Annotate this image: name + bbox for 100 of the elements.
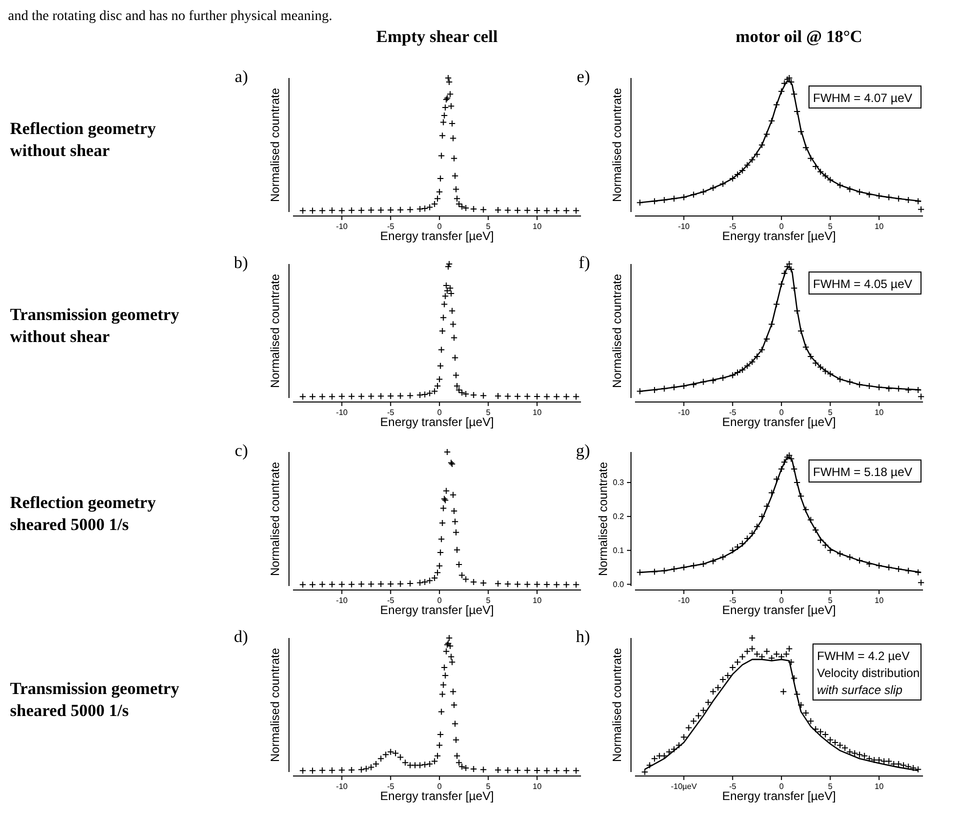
y-axis-title: Normalised countrate [596, 462, 610, 576]
point [790, 465, 798, 472]
point [729, 372, 736, 379]
point [377, 580, 384, 588]
point [421, 205, 428, 212]
point [856, 188, 864, 196]
point [885, 385, 892, 392]
chart-title: b) [234, 253, 248, 272]
point [442, 487, 450, 494]
point [514, 766, 522, 774]
point [504, 206, 512, 214]
point [377, 206, 384, 214]
point [729, 546, 736, 554]
x-tick-label: -10 [678, 408, 690, 417]
point [396, 392, 404, 400]
point [719, 554, 726, 561]
point [734, 369, 742, 376]
chart-title: a) [234, 67, 248, 86]
point [452, 186, 460, 193]
point [438, 708, 445, 716]
y-tick-label: 0.1 [612, 546, 625, 555]
x-tick-label: -10 [336, 408, 348, 417]
point [458, 572, 466, 579]
point [895, 195, 902, 202]
point [524, 206, 531, 214]
point [444, 448, 451, 456]
point [455, 386, 462, 394]
x-tick-label: -5 [729, 596, 737, 605]
point [450, 702, 458, 708]
point [543, 767, 550, 774]
x-tick-label: 10 [874, 596, 884, 605]
point [572, 207, 580, 214]
point [763, 336, 770, 343]
point [299, 207, 306, 214]
point [514, 392, 522, 400]
point [452, 172, 459, 180]
point [328, 766, 336, 774]
point [387, 206, 394, 214]
point [494, 392, 502, 400]
x-tick-label: -10 [336, 222, 348, 231]
point [470, 392, 478, 399]
point [442, 672, 449, 680]
y-axis-title: Normalised countrate [610, 88, 624, 202]
point [773, 476, 780, 483]
x-tick-label: 10 [532, 596, 542, 605]
point [440, 314, 447, 322]
point [514, 206, 522, 214]
point [452, 720, 459, 728]
x-tick-label: -5 [729, 782, 737, 791]
point [763, 130, 770, 138]
point [412, 762, 419, 769]
chart-subtitle: Empty shear cell [376, 27, 498, 46]
point [480, 392, 487, 400]
point [768, 489, 776, 496]
x-tick-label: -5 [387, 596, 395, 605]
point [318, 766, 326, 774]
point [524, 766, 531, 774]
point [438, 536, 445, 543]
x-tick-label: 10 [874, 782, 884, 791]
point [440, 681, 447, 688]
point [786, 452, 793, 459]
point [885, 194, 892, 201]
point [406, 580, 414, 587]
point [348, 206, 356, 214]
point [458, 763, 466, 770]
point [444, 287, 451, 294]
point [710, 377, 717, 384]
point [710, 184, 717, 192]
point [514, 580, 522, 588]
point [377, 755, 384, 762]
point [348, 766, 356, 774]
point [738, 166, 746, 174]
x-tick-label: 0 [437, 408, 442, 417]
point [452, 528, 460, 536]
point [562, 393, 570, 400]
point [748, 530, 756, 537]
point [406, 392, 414, 400]
point [763, 502, 770, 510]
point [470, 578, 478, 586]
point [436, 376, 443, 383]
point [846, 186, 854, 193]
point [562, 581, 570, 588]
point [758, 512, 766, 520]
y-axis-title: Normalised countrate [268, 648, 282, 762]
point [362, 765, 370, 772]
point [462, 390, 470, 398]
x-tick-label: 5 [486, 596, 492, 605]
point [358, 392, 365, 400]
point [876, 562, 883, 570]
point [562, 207, 570, 214]
x-tick-label: 10 [532, 408, 542, 417]
point [368, 392, 375, 400]
point [480, 206, 487, 214]
point [426, 577, 434, 584]
point [734, 170, 742, 178]
point [448, 120, 456, 128]
point [748, 156, 756, 164]
x-axis-title: Energy transfer [µeV] [380, 789, 494, 803]
chart-title: d) [234, 627, 248, 646]
point [382, 751, 390, 758]
